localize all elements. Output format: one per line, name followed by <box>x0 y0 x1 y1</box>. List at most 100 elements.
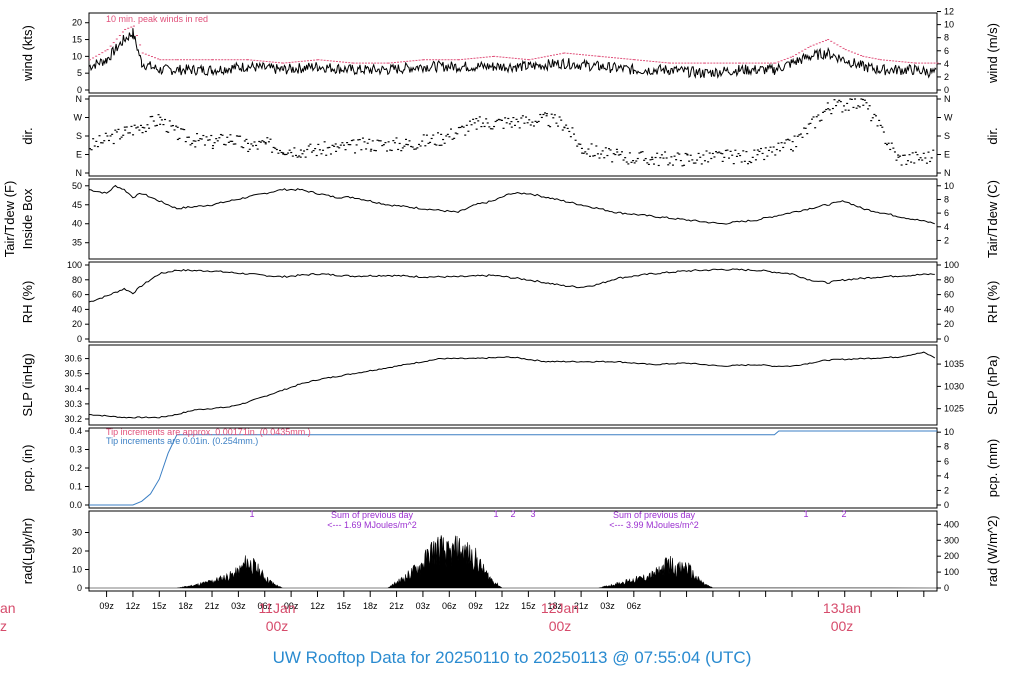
x-date-label-cut: an <box>0 600 16 616</box>
rh-ylabel-left: RH (%) <box>20 281 35 324</box>
y-tick-label: 50 <box>72 181 82 191</box>
y-tick-label: 40 <box>944 304 954 314</box>
x-axis: 09z 12z 15z 18z 21z 03z 06z 09z 12z 15z 18z 21z 03z 0… <box>0 591 925 634</box>
wind-peak-annotation: 10 min. peak winds in red <box>106 14 208 24</box>
rad-ylabel-left: rad(Lgly/hr) <box>20 518 35 584</box>
y-tick-label: 100 <box>67 260 82 270</box>
y-tick-label: 6 <box>944 208 949 218</box>
y-tick-label: 0 <box>944 334 949 344</box>
x-tick-label: 21z <box>205 601 220 611</box>
x-tick-label: 12z <box>495 601 510 611</box>
slp-ticks-left: 30.2 30.3 30.4 30.5 30.6 <box>64 354 89 424</box>
y-tick-label: 0 <box>77 334 82 344</box>
y-tick-label: 0 <box>77 85 82 95</box>
rad-mark: 1 <box>249 509 254 519</box>
rad-panel: 0 10 20 30 0 100 200 300 400 1 1 2 3 1 2 Sum of… <box>20 509 1000 593</box>
wind-series <box>88 28 937 79</box>
wind-panel-frame <box>88 12 938 94</box>
x-date-label: 12Jan <box>541 600 579 616</box>
rad-mark: 1 <box>493 509 498 519</box>
y-tick-label: 4 <box>944 59 949 69</box>
rh-ticks-right: 0 20 40 60 80 100 <box>937 260 959 344</box>
rad-ylabel-right: rad (W/m^2) <box>985 515 1000 586</box>
y-tick-label: 20 <box>72 319 82 329</box>
rad-note-1-line2: <--- 1.69 MJoules/m^2 <box>327 520 417 530</box>
y-tick-label: 2 <box>944 235 949 245</box>
x-date-time-cut: z <box>0 618 7 634</box>
x-axis-ticks: 09z 12z 15z 18z 21z 03z 06z 09z 12z 15z 18z 21z 03z 0… <box>99 591 925 611</box>
wind-ylabel-right: wind (m/s) <box>985 23 1000 84</box>
slp-panel-frame <box>88 344 938 426</box>
y-tick-label: W <box>74 113 83 123</box>
x-tick-label: 12z <box>310 601 325 611</box>
y-tick-label: 30.2 <box>64 414 82 424</box>
temp-ylabel-left-1: Tair/Tdew (F) <box>2 181 17 258</box>
wind-panel: 0 5 10 15 20 0 2 4 6 8 10 12 10 min. peak winds in… <box>20 7 1000 95</box>
wind-ticks-right: 0 2 4 6 8 10 12 <box>937 7 954 95</box>
temp-panel: 35 40 45 50 2 4 6 8 10 Tair/Tdew (F) Inside Box… <box>2 178 1000 260</box>
slp-ylabel-right: SLP (hPa) <box>985 355 1000 415</box>
rad-series <box>89 535 938 589</box>
y-tick-label: N <box>944 168 951 178</box>
y-tick-label: 2 <box>944 485 949 495</box>
y-tick-label: 35 <box>72 238 82 248</box>
x-tick-label: 18z <box>178 601 193 611</box>
rad-ticks-left: 0 10 20 30 <box>72 528 89 593</box>
rad-mark: 2 <box>510 509 515 519</box>
y-tick-label: N <box>944 94 951 104</box>
temp-ticks-left: 35 40 45 50 <box>72 181 89 248</box>
y-tick-label: 8 <box>944 442 949 452</box>
y-tick-label: 0 <box>944 583 949 593</box>
y-tick-label: S <box>76 131 82 141</box>
y-tick-label: S <box>944 131 950 141</box>
y-tick-label: 10 <box>72 565 82 575</box>
x-tick-label: 03z <box>416 601 431 611</box>
y-tick-label: 30.3 <box>64 399 82 409</box>
y-tick-label: 0.1 <box>69 482 82 492</box>
x-date-time: 00z <box>266 618 289 634</box>
x-tick-label: 18z <box>547 601 562 611</box>
x-tick-label: 06z <box>627 601 642 611</box>
pcp-ylabel-right: pcp. (mm) <box>985 439 1000 498</box>
rad-note-2-line1: Sum of previous day <box>613 510 696 520</box>
pcp-annotation-1: Tip increments are approx. 0.00171in. (0… <box>106 427 311 437</box>
x-tick-label: 12z <box>126 601 141 611</box>
y-tick-label: 0.3 <box>69 445 82 455</box>
y-tick-label: 0.4 <box>69 426 82 436</box>
y-tick-label: 60 <box>72 290 82 300</box>
y-tick-label: 20 <box>944 319 954 329</box>
rad-ticks-right: 0 100 200 300 400 <box>937 519 959 593</box>
y-tick-label: 6 <box>944 456 949 466</box>
y-tick-label: 40 <box>72 219 82 229</box>
y-tick-label: 8 <box>944 33 949 43</box>
y-tick-label: 30.5 <box>64 369 82 379</box>
rad-mark: 1 <box>803 509 808 519</box>
y-tick-label: 10 <box>944 427 954 437</box>
slp-series <box>88 351 936 419</box>
x-tick-label: 15z <box>337 601 352 611</box>
y-tick-label: 10 <box>72 51 82 61</box>
y-tick-label: 20 <box>72 546 82 556</box>
y-tick-label: W <box>944 113 953 123</box>
y-tick-label: 400 <box>944 519 959 529</box>
y-tick-label: 12 <box>944 7 954 17</box>
y-tick-label: N <box>76 168 83 178</box>
y-tick-label: 45 <box>72 200 82 210</box>
footer-title: UW Rooftop Data for 20250110 to 20250113… <box>272 648 752 667</box>
temp-ticks-right: 2 4 6 8 10 <box>937 181 954 245</box>
y-tick-label: 5 <box>77 68 82 78</box>
y-tick-label: 60 <box>944 290 954 300</box>
rh-ylabel-right: RH (%) <box>985 281 1000 324</box>
temp-ylabel-left-2: Inside Box <box>20 188 35 249</box>
x-tick-label: 06z <box>442 601 457 611</box>
y-tick-label: 6 <box>944 46 949 56</box>
rad-note-2-line2: <--- 3.99 MJoules/m^2 <box>609 520 699 530</box>
temp-panel-frame <box>88 178 938 260</box>
y-tick-label: 100 <box>944 260 959 270</box>
x-date-time: 00z <box>831 618 854 634</box>
y-tick-label: 1035 <box>944 359 964 369</box>
